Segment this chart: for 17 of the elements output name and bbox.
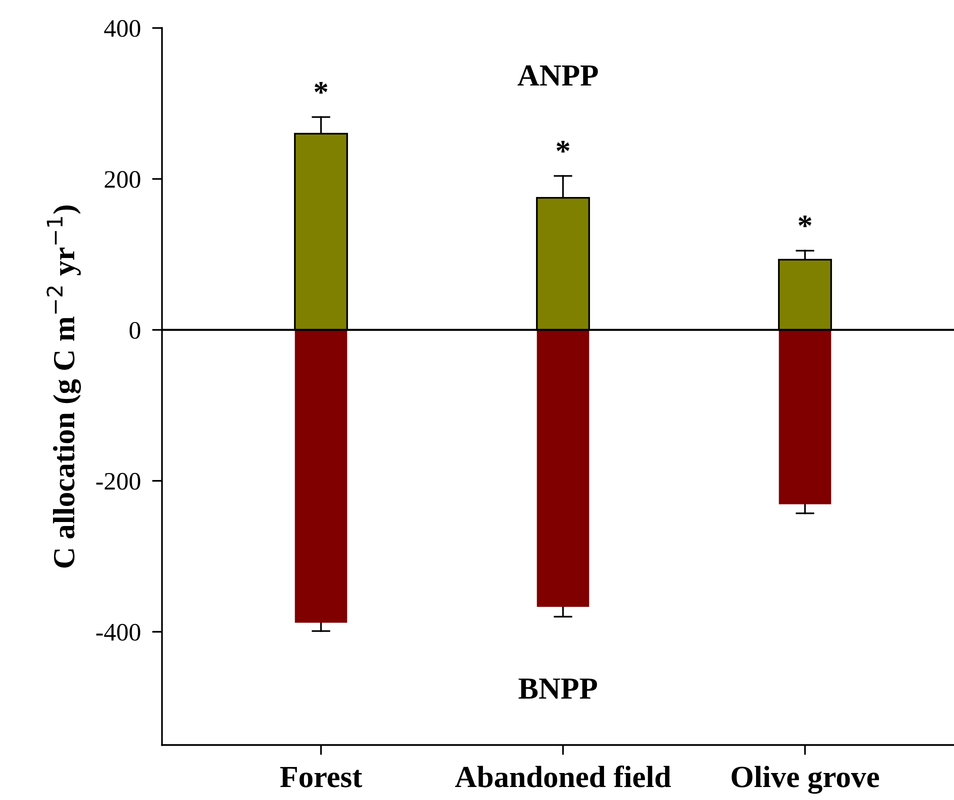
y-tick-label: -400: [96, 624, 140, 641]
x-tick-label: Forest: [280, 767, 362, 788]
y-axis-title: C allocation (g C m$^{−2}$ yr$^{−1}$): [46, 206, 81, 568]
bar: [778, 330, 832, 504]
bar: [536, 330, 590, 607]
y-tick-label: 0: [130, 322, 140, 339]
x-tick-label: Abandoned field: [455, 766, 671, 788]
y-tick-label: 200: [104, 170, 140, 188]
annotation: BNPP: [518, 678, 598, 699]
x-tick-label: Olive grove: [732, 766, 880, 794]
y-tick-label: -200: [96, 472, 140, 490]
annotation: ANPP: [518, 65, 598, 86]
y-tick-label: 400: [104, 20, 140, 37]
annotation: *: [314, 82, 328, 94]
bar: [294, 330, 348, 623]
annotation: *: [556, 140, 570, 152]
annotation: *: [798, 216, 812, 228]
